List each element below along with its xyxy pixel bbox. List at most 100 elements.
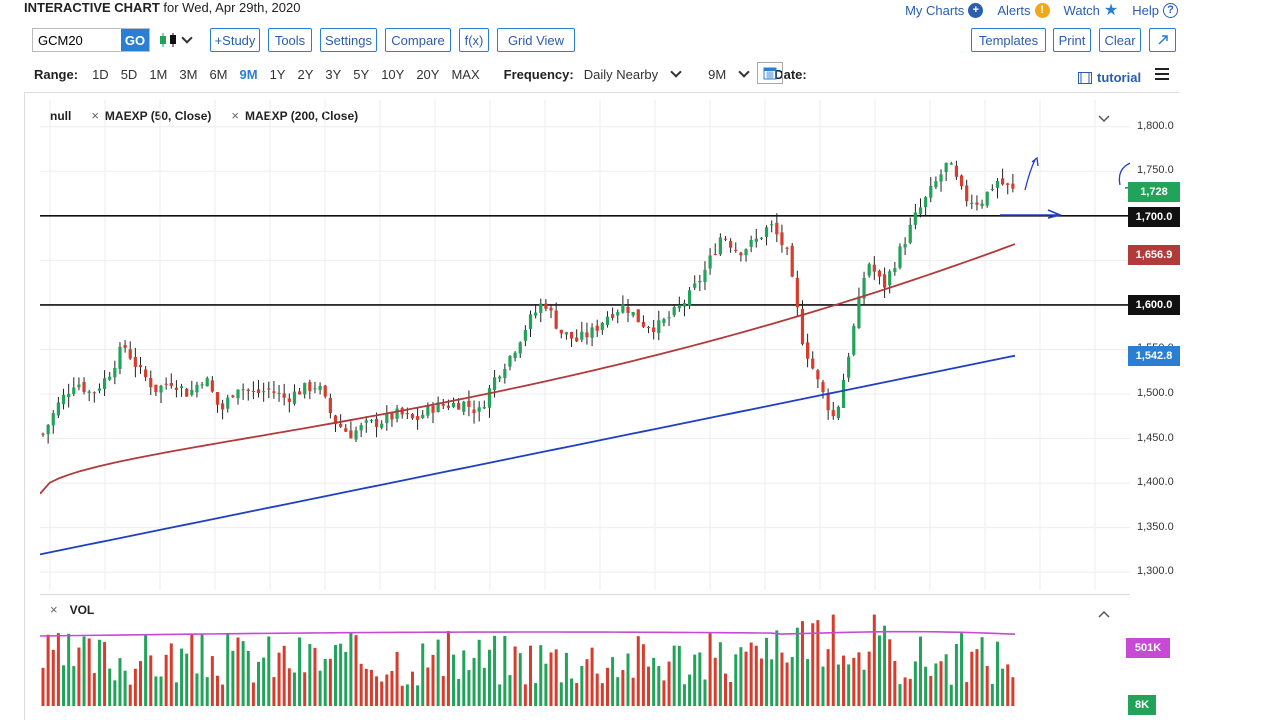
grid-view-button[interactable]: Grid View [497,28,575,52]
collapse-chart-icon[interactable] [1098,110,1110,128]
volume-bar [431,654,435,706]
fx-button[interactable]: f(x) [459,28,489,52]
volume-bar [785,662,789,706]
volume-bar [1006,664,1010,706]
volume-bar [729,681,733,706]
candle-body [569,331,574,339]
volume-bar [308,644,312,706]
volume-bar [641,644,645,706]
candle-body [287,398,291,402]
range-option-2y[interactable]: 2Y [297,66,314,82]
range-option-20y[interactable]: 20Y [416,66,440,82]
period-select[interactable]: 9M [708,66,750,82]
my-charts-link[interactable]: My Charts + [905,2,984,18]
range-option-6m[interactable]: 6M [209,66,228,82]
range-option-3y[interactable]: 3Y [325,66,342,82]
volume-bar [631,677,635,706]
volume-bar [416,685,420,706]
tutorial-link[interactable]: tutorial [1078,70,1141,85]
candle-body [764,227,769,237]
tools-button[interactable]: Tools [268,28,312,52]
candle-body [626,306,630,313]
range-option-1y[interactable]: 1Y [269,66,286,82]
frequency-select[interactable]: Daily Nearby [584,66,682,82]
range-option-max[interactable]: MAX [451,66,480,82]
candle-body [467,400,471,407]
volume-bar [313,647,317,706]
ma50-line [40,243,1016,495]
candle-body [1011,183,1015,189]
volume-bar [744,651,748,706]
candle-body [913,212,917,225]
remove-ma200-icon[interactable]: × [231,108,239,123]
candle-body [744,249,748,256]
volume-bar [390,670,394,706]
page-title: INTERACTIVE CHART for Wed, Apr 29th, 202… [24,0,300,15]
chart-type-select[interactable] [158,30,194,50]
candle-body [575,337,579,342]
period-value: 9M [708,66,727,82]
range-option-1m[interactable]: 1M [149,66,168,82]
candle-body [1001,178,1005,185]
range-option-10y[interactable]: 10Y [381,66,405,82]
candle-body [657,320,661,334]
my-charts-label: My Charts [905,2,965,18]
collapse-volume-icon[interactable] [1098,605,1110,623]
range-option-3m[interactable]: 3M [179,66,198,82]
compare-button[interactable]: Compare [385,28,451,52]
volume-bar [908,678,912,706]
date-picker-button[interactable] [757,62,783,84]
candle-body [236,389,240,399]
volume-bar [231,650,235,706]
candle-body [687,290,692,306]
go-button[interactable]: GO [121,29,149,51]
candle-body [852,325,856,355]
templates-button[interactable]: Templates [971,28,1046,52]
candle-body [190,389,194,395]
candle-body [374,418,379,427]
candle-body [816,370,820,380]
volume-bar [724,673,727,706]
close-volume-icon[interactable]: × [50,602,58,617]
fullscreen-button[interactable] [1149,28,1176,52]
volume-bar [754,645,758,706]
price-chart[interactable] [40,100,1130,590]
range-option-5y[interactable]: 5Y [353,66,370,82]
volume-bar [564,652,568,706]
help-link[interactable]: Help? [1132,2,1178,18]
candle-body [339,423,343,427]
candle-body [800,308,805,345]
remove-ma50-icon[interactable]: × [91,108,99,123]
volume-bar [267,636,271,706]
candle-body [554,310,558,329]
volume-bar [452,654,456,706]
print-button[interactable]: Print [1053,28,1091,52]
candle-body [959,175,964,187]
candle-body [785,247,789,249]
volume-bar [334,645,337,706]
volume-bar [852,657,856,706]
range-option-1d[interactable]: 1D [92,66,109,82]
candle-body [277,393,281,395]
range-option-5d[interactable]: 5D [120,66,138,82]
candle-body [544,303,548,309]
volume-bar [836,664,840,706]
settings-button[interactable]: Settings [320,28,377,52]
volume-bar [857,652,861,706]
film-icon [1078,71,1092,84]
candle-body [1006,183,1010,185]
watch-link[interactable]: Watch ★ [1064,0,1119,20]
range-option-9m[interactable]: 9M [239,66,258,82]
menu-icon[interactable] [1155,68,1169,83]
symbol-input[interactable] [33,29,133,51]
candle-body [672,307,676,316]
candle-body [585,332,589,338]
volume-bar [826,649,830,706]
alerts-link[interactable]: Alerts! [997,2,1050,18]
candle-body [169,383,173,386]
volume-bar [67,633,71,706]
clear-button[interactable]: Clear [1099,28,1141,52]
volume-bar [323,658,327,706]
candle-body [631,312,635,316]
study-button[interactable]: +Study [210,28,260,52]
